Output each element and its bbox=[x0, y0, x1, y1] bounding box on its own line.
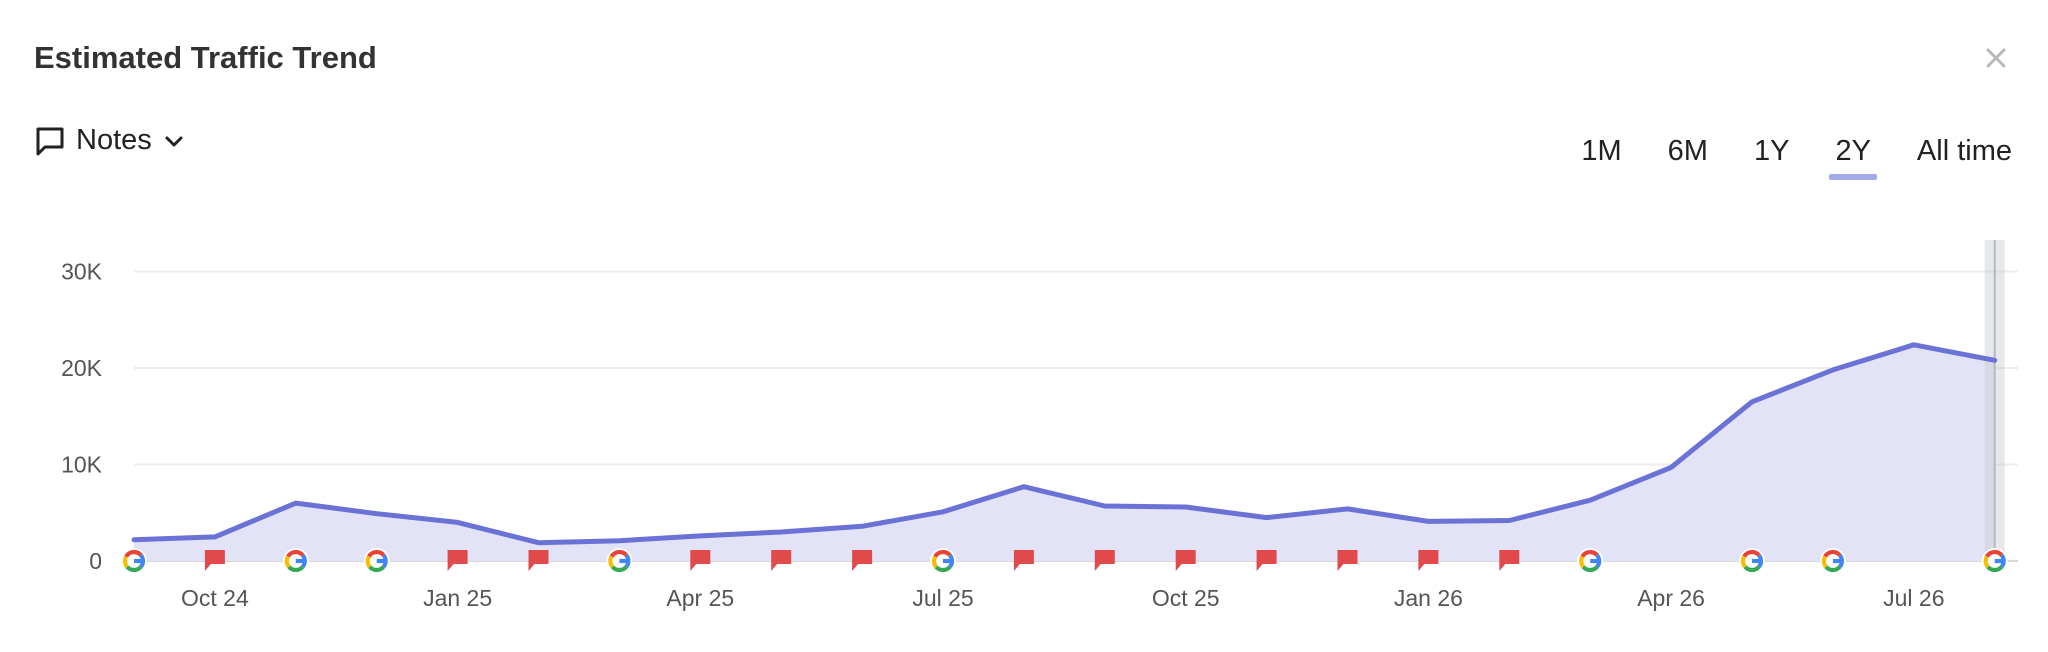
note-flag-icon bbox=[1337, 550, 1358, 571]
x-tick-label: Jul 26 bbox=[1883, 585, 1944, 611]
y-tick-label: 0 bbox=[89, 548, 102, 574]
comment-icon bbox=[36, 127, 64, 155]
note-flag-icon bbox=[447, 550, 468, 571]
note-flag-icon bbox=[690, 550, 711, 571]
x-tick-label: Jan 26 bbox=[1394, 585, 1463, 611]
notes-label: Notes bbox=[76, 124, 152, 156]
google-update-icon bbox=[1577, 548, 1604, 574]
x-tick-label: Apr 25 bbox=[666, 585, 734, 611]
close-button[interactable] bbox=[1978, 40, 2014, 76]
range-all-time-button[interactable]: All time bbox=[1911, 134, 2018, 178]
google-update-icon bbox=[930, 548, 956, 574]
range-2y-button[interactable]: 2Y bbox=[1829, 134, 1878, 180]
google-update-icon bbox=[282, 548, 309, 574]
range-6m-button[interactable]: 6M bbox=[1662, 134, 1714, 178]
note-flag-icon bbox=[1094, 550, 1115, 571]
note-flag-icon bbox=[1256, 550, 1277, 571]
note-flag-icon bbox=[1499, 550, 1520, 571]
google-update-icon bbox=[363, 548, 390, 574]
note-flag-icon bbox=[204, 550, 225, 571]
google-update-icon bbox=[1739, 548, 1765, 574]
y-tick-label: 20K bbox=[61, 355, 103, 381]
google-update-icon bbox=[1981, 548, 2008, 574]
google-update-icon bbox=[121, 548, 147, 574]
y-tick-label: 10K bbox=[61, 452, 103, 478]
x-tick-label: Oct 25 bbox=[1152, 585, 1220, 611]
series-line bbox=[131, 342, 1998, 546]
close-icon bbox=[1986, 48, 2006, 68]
note-flag-icon bbox=[528, 550, 549, 571]
x-tick-label: Oct 24 bbox=[181, 585, 249, 611]
panel-title: Estimated Traffic Trend bbox=[34, 40, 377, 75]
notes-dropdown[interactable]: Notes bbox=[34, 124, 186, 157]
range-1y-button[interactable]: 1Y bbox=[1748, 134, 1795, 178]
chevron-down-icon bbox=[165, 136, 183, 146]
range-1m-button[interactable]: 1M bbox=[1575, 134, 1627, 178]
series-area bbox=[134, 344, 1995, 561]
google-update-icon bbox=[606, 548, 633, 574]
note-flag-icon bbox=[1175, 550, 1196, 571]
note-flag-icon bbox=[1013, 550, 1034, 571]
x-tick-label: Jul 25 bbox=[912, 585, 973, 611]
note-flag-icon bbox=[1418, 550, 1439, 571]
time-range-selector: 1M 6M 1Y 2Y All time bbox=[1575, 134, 2018, 180]
x-tick-label: Jan 25 bbox=[423, 585, 492, 611]
x-tick-label: Apr 26 bbox=[1637, 585, 1705, 611]
y-tick-label: 30K bbox=[61, 259, 103, 285]
note-flag-icon bbox=[771, 550, 792, 571]
google-update-icon bbox=[1819, 548, 1846, 574]
note-flag-icon bbox=[852, 550, 873, 571]
